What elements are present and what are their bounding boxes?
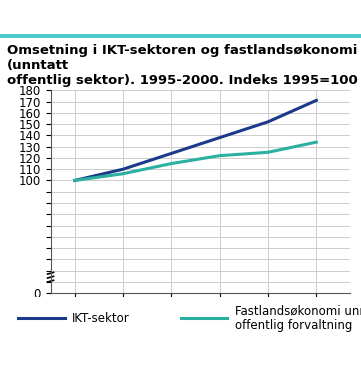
Text: Omsetning i IKT-sektoren og fastlandsøkonomi (unntatt
offentlig sektor). 1995-20: Omsetning i IKT-sektoren og fastlandsøko… — [7, 44, 358, 87]
Text: IKT-sektor: IKT-sektor — [72, 312, 130, 324]
Text: Fastlandsøkonomi unntatt
offentlig forvaltning: Fastlandsøkonomi unntatt offentlig forva… — [235, 304, 361, 332]
